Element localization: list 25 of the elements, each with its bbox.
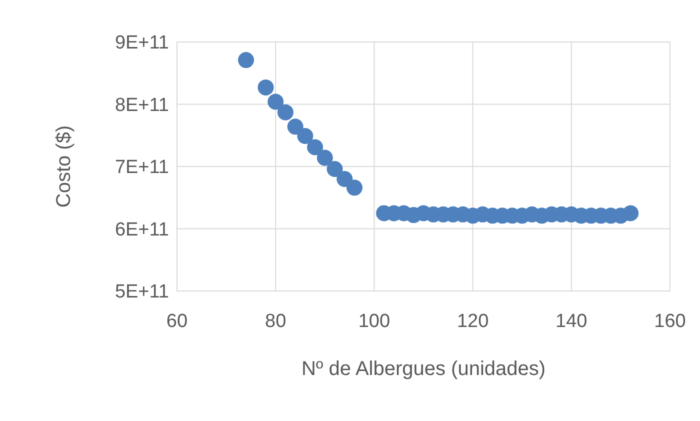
point [258,79,274,96]
x-tick-label: 60 [166,311,188,332]
point [622,205,639,222]
point [307,139,324,156]
x-axis-title: Nº de Albergues (unidades) [301,358,546,380]
point [297,128,314,144]
point [268,94,284,110]
point [326,160,343,177]
y-tick-label: 8E+11 [114,94,169,116]
y-tick-label: 5E+11 [114,282,169,303]
x-tick-label: 160 [654,311,686,332]
point [238,52,254,68]
y-axis-title: Costo ($) [53,125,75,208]
x-tick-label: 80 [265,311,286,332]
y-tick-label: 6E+11 [114,219,169,240]
y-tick-label: 9E+11 [114,32,169,54]
point [316,150,333,166]
point [287,118,304,135]
point [346,180,362,196]
x-tick-label: 100 [358,311,390,332]
point [277,104,294,120]
x-tick-label: 140 [556,311,588,332]
x-tick-label: 120 [456,311,489,332]
point [336,170,353,187]
y-tick-label: 7E+11 [114,157,169,178]
